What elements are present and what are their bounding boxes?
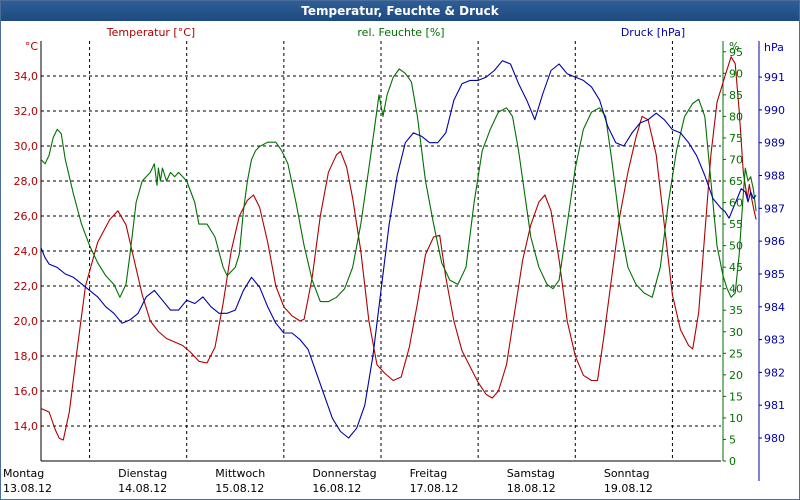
- x-tick-date-label: 15.08.12: [215, 482, 264, 495]
- series-line-hum: [40, 68, 757, 303]
- humidity-tick-label: 15: [729, 390, 743, 403]
- x-tick-date-label: 18.08.12: [507, 482, 556, 495]
- pressure-tick-label: 986: [764, 235, 785, 248]
- pressure-tick-label: 987: [764, 202, 785, 215]
- humidity-tick-label: 70: [729, 153, 743, 166]
- temp-tick-label: 26,0: [14, 210, 39, 223]
- humidity-tick-label: 85: [729, 89, 743, 102]
- x-tick-day-label: Donnerstag: [312, 467, 376, 480]
- pressure-axis-title: Druck [hPa]: [621, 26, 685, 39]
- series-line-temp: [40, 56, 757, 441]
- temp-tick-label: 24,0: [14, 245, 39, 258]
- x-tick-date-label: 19.08.12: [604, 482, 653, 495]
- chart-title: Temperatur, Feuchte & Druck: [1, 1, 799, 21]
- temp-tick-label: 34,0: [14, 70, 39, 83]
- humidity-tick-label: 80: [729, 110, 743, 123]
- pressure-tick-label: 989: [764, 137, 785, 150]
- x-tick-day-label: Samstag: [507, 467, 555, 480]
- series-line-press: [40, 60, 757, 439]
- pressure-unit-label: hPa: [764, 41, 784, 54]
- x-tick-date-label: 14.08.12: [118, 482, 167, 495]
- humidity-tick-label: 5: [729, 433, 736, 446]
- humidity-tick-label: 50: [729, 240, 743, 253]
- temp-tick-label: 16,0: [14, 385, 39, 398]
- humidity-tick-label: 0: [729, 455, 736, 468]
- pressure-tick-label: 988: [764, 170, 785, 183]
- chart-canvas: 14,0 16,0 18,0 20,0 22,0 24,0 26,0 28,0 30,0 32,0…: [3, 26, 785, 495]
- temp-unit-label: °C: [25, 40, 39, 53]
- temp-tick-label: 18,0: [14, 350, 39, 363]
- temp-tick-label: 20,0: [14, 315, 39, 328]
- temp-tick-label: 14,0: [14, 420, 39, 433]
- humidity-tick-label: 40: [729, 283, 743, 296]
- humidity-tick-label: 65: [729, 175, 743, 188]
- pressure-tick-label: 990: [764, 104, 785, 117]
- x-tick-day-label: Dienstag: [118, 467, 167, 480]
- pressure-tick-label: 984: [764, 301, 785, 314]
- humidity-tick-label: 30: [729, 326, 743, 339]
- pressure-tick-label: 981: [764, 399, 785, 412]
- x-tick-date-label: 17.08.12: [410, 482, 459, 495]
- humidity-axis-title: rel. Feuchte [%]: [357, 26, 444, 39]
- humidity-tick-label: 95: [729, 46, 743, 59]
- temp-tick-label: 32,0: [14, 105, 39, 118]
- pressure-tick-label: 991: [764, 71, 785, 84]
- humidity-tick-label: 25: [729, 347, 743, 360]
- x-tick-day-label: Mittwoch: [215, 467, 265, 480]
- humidity-tick-label: 10: [729, 412, 743, 425]
- x-tick-day-label: Sonntag: [604, 467, 650, 480]
- x-tick-day-label: Montag: [3, 467, 44, 480]
- temp-tick-label: 30,0: [14, 140, 39, 153]
- temp-axis-title: Temperatur [°C]: [106, 26, 195, 39]
- humidity-tick-label: 60: [729, 197, 743, 210]
- temp-tick-label: 28,0: [14, 175, 39, 188]
- x-tick-date-label: 16.08.12: [312, 482, 361, 495]
- pressure-tick-label: 985: [764, 268, 785, 281]
- x-tick-date-label: 13.08.12: [3, 482, 52, 495]
- grid-lines: [41, 41, 721, 461]
- humidity-tick-label: 55: [729, 218, 743, 231]
- humidity-tick-label: 45: [729, 261, 743, 274]
- x-tick-day-label: Freitag: [410, 467, 448, 480]
- axes: [40, 41, 762, 481]
- humidity-tick-label: 75: [729, 132, 743, 145]
- pressure-tick-label: 982: [764, 366, 785, 379]
- axis-labels: 14,0 16,0 18,0 20,0 22,0 24,0 26,0 28,0 30,0 32,0…: [3, 26, 785, 495]
- humidity-unit-label: %: [729, 40, 739, 53]
- series-lines: [40, 56, 757, 441]
- pressure-tick-label: 980: [764, 432, 785, 445]
- temp-tick-label: 22,0: [14, 280, 39, 293]
- humidity-tick-label: 90: [729, 67, 743, 80]
- humidity-tick-label: 20: [729, 369, 743, 382]
- pressure-tick-label: 983: [764, 334, 785, 347]
- humidity-tick-label: 35: [729, 304, 743, 317]
